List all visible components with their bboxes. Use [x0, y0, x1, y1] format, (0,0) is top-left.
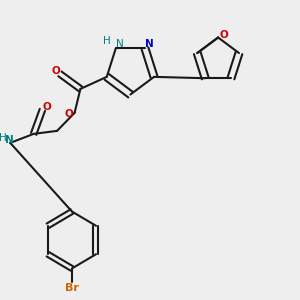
Text: H: H: [0, 134, 7, 143]
Text: H: H: [103, 36, 111, 46]
Text: O: O: [42, 102, 51, 112]
Text: O: O: [64, 110, 73, 119]
Text: N: N: [116, 39, 124, 49]
Text: N: N: [5, 136, 14, 146]
Text: Br: Br: [65, 283, 79, 293]
Text: N: N: [145, 39, 154, 49]
Text: O: O: [220, 29, 228, 40]
Text: O: O: [51, 66, 60, 76]
